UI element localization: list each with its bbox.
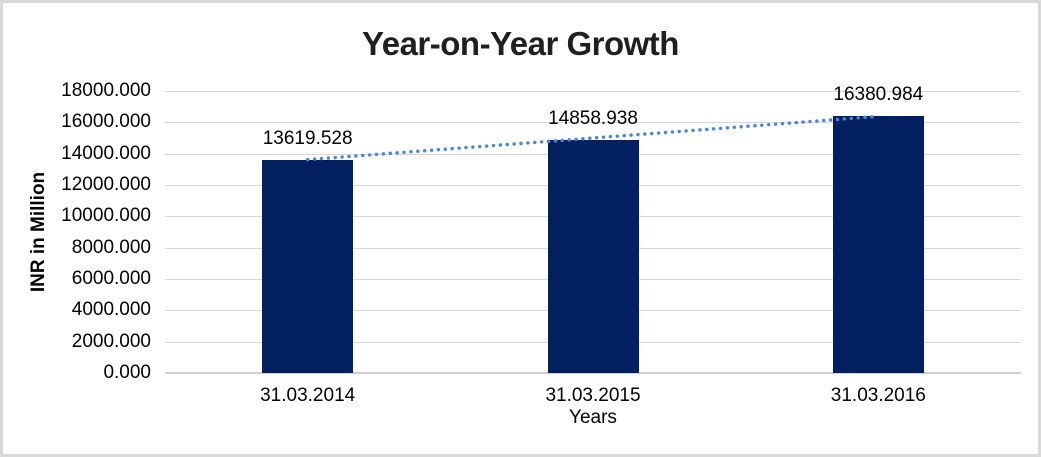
gridline [165, 122, 1021, 124]
x-axis-title: Years [569, 407, 617, 428]
bar-value-label: 14858.938 [548, 108, 638, 130]
y-axis-tick-label: 2000.000 [71, 330, 151, 352]
chart-title: Year-on-Year Growth [362, 25, 679, 62]
trendline [305, 114, 881, 162]
y-axis-tick-label: 10000.000 [61, 205, 151, 227]
y-axis-tick-label: 6000.000 [71, 268, 151, 289]
y-axis-tick-label: 12000.000 [61, 174, 151, 195]
x-axis-tick-label: 31.03.2014 [260, 385, 356, 406]
x-axis-line [165, 372, 1021, 374]
y-axis-tick-label: 8000.000 [71, 236, 151, 258]
x-axis-tick-label: 31.03.2016 [830, 385, 926, 406]
y-axis-tick-label: 14000.000 [61, 142, 151, 164]
y-axis-tick-label: 18000.000 [61, 80, 151, 101]
x-axis-tick-label: 31.03.2015 [545, 385, 641, 406]
y-axis-tick-label: 4000.000 [71, 299, 151, 321]
bar [832, 116, 924, 373]
bar [262, 159, 354, 373]
plot-area: 0.000 2000.000 4000.000 6000.000 8000.000 100… [3, 3, 1038, 454]
y-axis-tick-label: 0.000 [103, 362, 151, 383]
bar-value-label: 13619.528 [262, 127, 353, 149]
bar [547, 140, 639, 373]
y-axis-tick-label: 16000.000 [61, 111, 151, 133]
gridline [165, 91, 1021, 92]
bar-value-label: 16380.984 [833, 84, 924, 106]
